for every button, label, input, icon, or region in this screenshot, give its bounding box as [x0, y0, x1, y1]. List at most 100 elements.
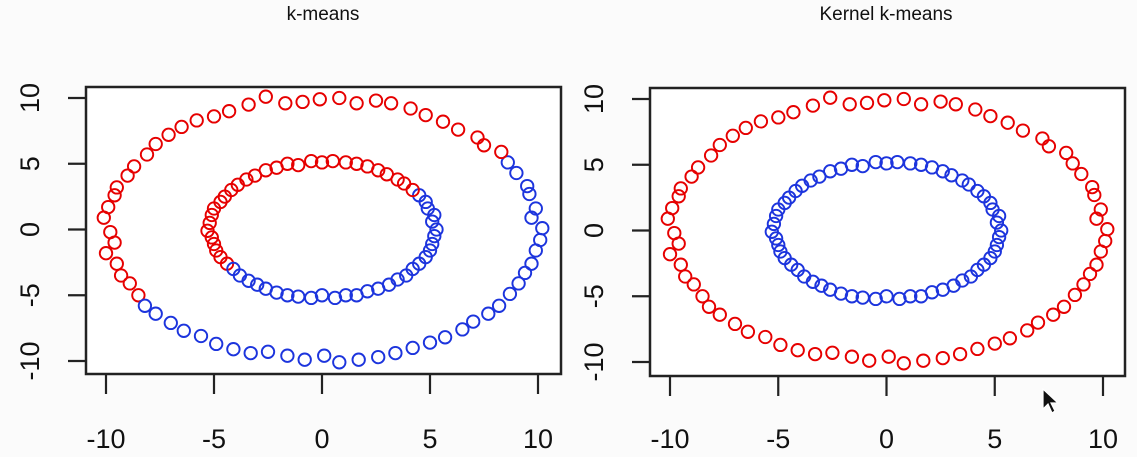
point-cluster-blue — [771, 237, 786, 253]
point-cluster-red — [968, 102, 983, 117]
point-cluster-blue — [520, 178, 535, 194]
point-cluster-red — [161, 127, 176, 142]
point-cluster-red — [403, 101, 418, 116]
point-cluster-blue — [944, 168, 959, 183]
plot-frame — [648, 86, 1127, 378]
point-cluster-red — [1000, 115, 1015, 130]
point-cluster-red — [662, 247, 678, 262]
point-cluster-red — [113, 268, 129, 283]
point-cluster-blue — [509, 165, 524, 181]
point-cluster-red — [291, 157, 306, 173]
point-cluster-blue — [805, 274, 821, 289]
point-cluster-red — [823, 90, 838, 105]
point-cluster-red — [304, 153, 319, 169]
point-cluster-red — [970, 341, 985, 357]
point-cluster-red — [678, 269, 693, 284]
point-cluster-red — [1015, 123, 1031, 138]
point-cluster-blue — [317, 348, 332, 363]
point-cluster-red — [241, 97, 256, 112]
chart-title-kmeans: k-means — [286, 4, 360, 25]
point-cluster-blue — [390, 272, 405, 287]
point-cluster-red — [1074, 166, 1089, 182]
point-cluster-red — [206, 236, 222, 252]
point-cluster-blue — [176, 323, 191, 338]
point-cluster-blue — [422, 335, 438, 350]
point-cluster-red — [773, 337, 788, 353]
point-cluster-red — [913, 97, 929, 112]
point-cluster-blue — [989, 215, 1005, 230]
point-cluster-red — [189, 113, 204, 128]
point-cluster-red — [859, 95, 875, 111]
point-cluster-red — [122, 276, 137, 291]
point-cluster-red — [862, 353, 877, 368]
y-tick-label: 5 — [15, 156, 45, 171]
point-cluster-red — [790, 343, 805, 358]
point-cluster-blue — [422, 243, 438, 258]
mouse-cursor-icon — [1042, 387, 1060, 414]
point-cluster-red — [842, 97, 857, 112]
point-cluster-red — [952, 346, 968, 362]
point-cluster-red — [725, 128, 740, 143]
point-cluster-red — [805, 98, 821, 113]
point-cluster-red — [368, 93, 384, 108]
data-points — [660, 90, 1115, 371]
point-cluster-red — [107, 188, 122, 203]
point-cluster-red — [712, 307, 727, 322]
point-cluster-red — [221, 104, 237, 119]
point-cluster-blue — [903, 289, 918, 304]
point-cluster-blue — [991, 229, 1007, 245]
point-cluster-blue — [137, 298, 153, 313]
point-cluster-red — [844, 349, 860, 364]
point-cluster-red — [690, 160, 706, 175]
x-tick-label: -10 — [86, 424, 125, 454]
plot-kmeans: -10 -5 0 5 10 -10 -5 0 5 10 — [15, 83, 563, 454]
point-cluster-blue — [437, 330, 453, 345]
point-cluster-blue — [405, 340, 420, 356]
point-cluster-red — [673, 181, 688, 196]
point-cluster-red — [771, 110, 786, 125]
point-cluster-red — [896, 356, 911, 371]
point-cluster-blue — [528, 201, 543, 216]
y-tick-label: 0 — [579, 223, 609, 238]
point-cluster-blue — [985, 202, 1000, 217]
point-cluster-blue — [879, 289, 894, 304]
point-cluster-red — [916, 353, 931, 368]
point-cluster-blue — [987, 244, 1002, 259]
point-cluster-blue — [338, 288, 353, 303]
point-cluster-blue — [500, 155, 515, 170]
point-cluster-blue — [332, 355, 347, 370]
y-tick-label: 10 — [15, 83, 45, 113]
point-cluster-blue — [890, 154, 905, 170]
point-cluster-blue — [768, 231, 784, 246]
point-cluster-red — [202, 215, 217, 231]
point-cluster-red — [695, 289, 710, 304]
point-cluster-blue — [425, 236, 440, 252]
point-cluster-blue — [148, 306, 163, 321]
point-cluster-blue — [812, 169, 827, 184]
point-cluster-blue — [466, 314, 481, 329]
point-cluster-red — [983, 108, 998, 124]
point-cluster-red — [418, 107, 433, 123]
point-cluster-red — [807, 346, 823, 362]
point-cluster-red — [825, 345, 840, 360]
point-cluster-red — [204, 230, 219, 245]
point-cluster-blue — [163, 315, 178, 331]
point-cluster-red — [109, 180, 124, 195]
x-tick-label: 5 — [422, 424, 437, 454]
point-cluster-red — [1093, 202, 1108, 217]
point-cluster-blue — [855, 158, 870, 174]
point-cluster-red — [295, 94, 310, 110]
point-cluster-blue — [193, 328, 209, 344]
point-cluster-red — [684, 169, 699, 184]
point-cluster-red — [1089, 257, 1104, 272]
x-tick-label: -5 — [202, 424, 226, 454]
point-cluster-red — [1085, 179, 1100, 195]
point-cluster-blue — [280, 348, 295, 363]
point-cluster-blue — [524, 256, 539, 271]
point-cluster-red — [206, 109, 222, 124]
point-cluster-red — [174, 119, 189, 135]
point-cluster-blue — [351, 352, 366, 367]
y-tick-label: 10 — [579, 84, 609, 114]
point-cluster-red — [987, 336, 1002, 351]
